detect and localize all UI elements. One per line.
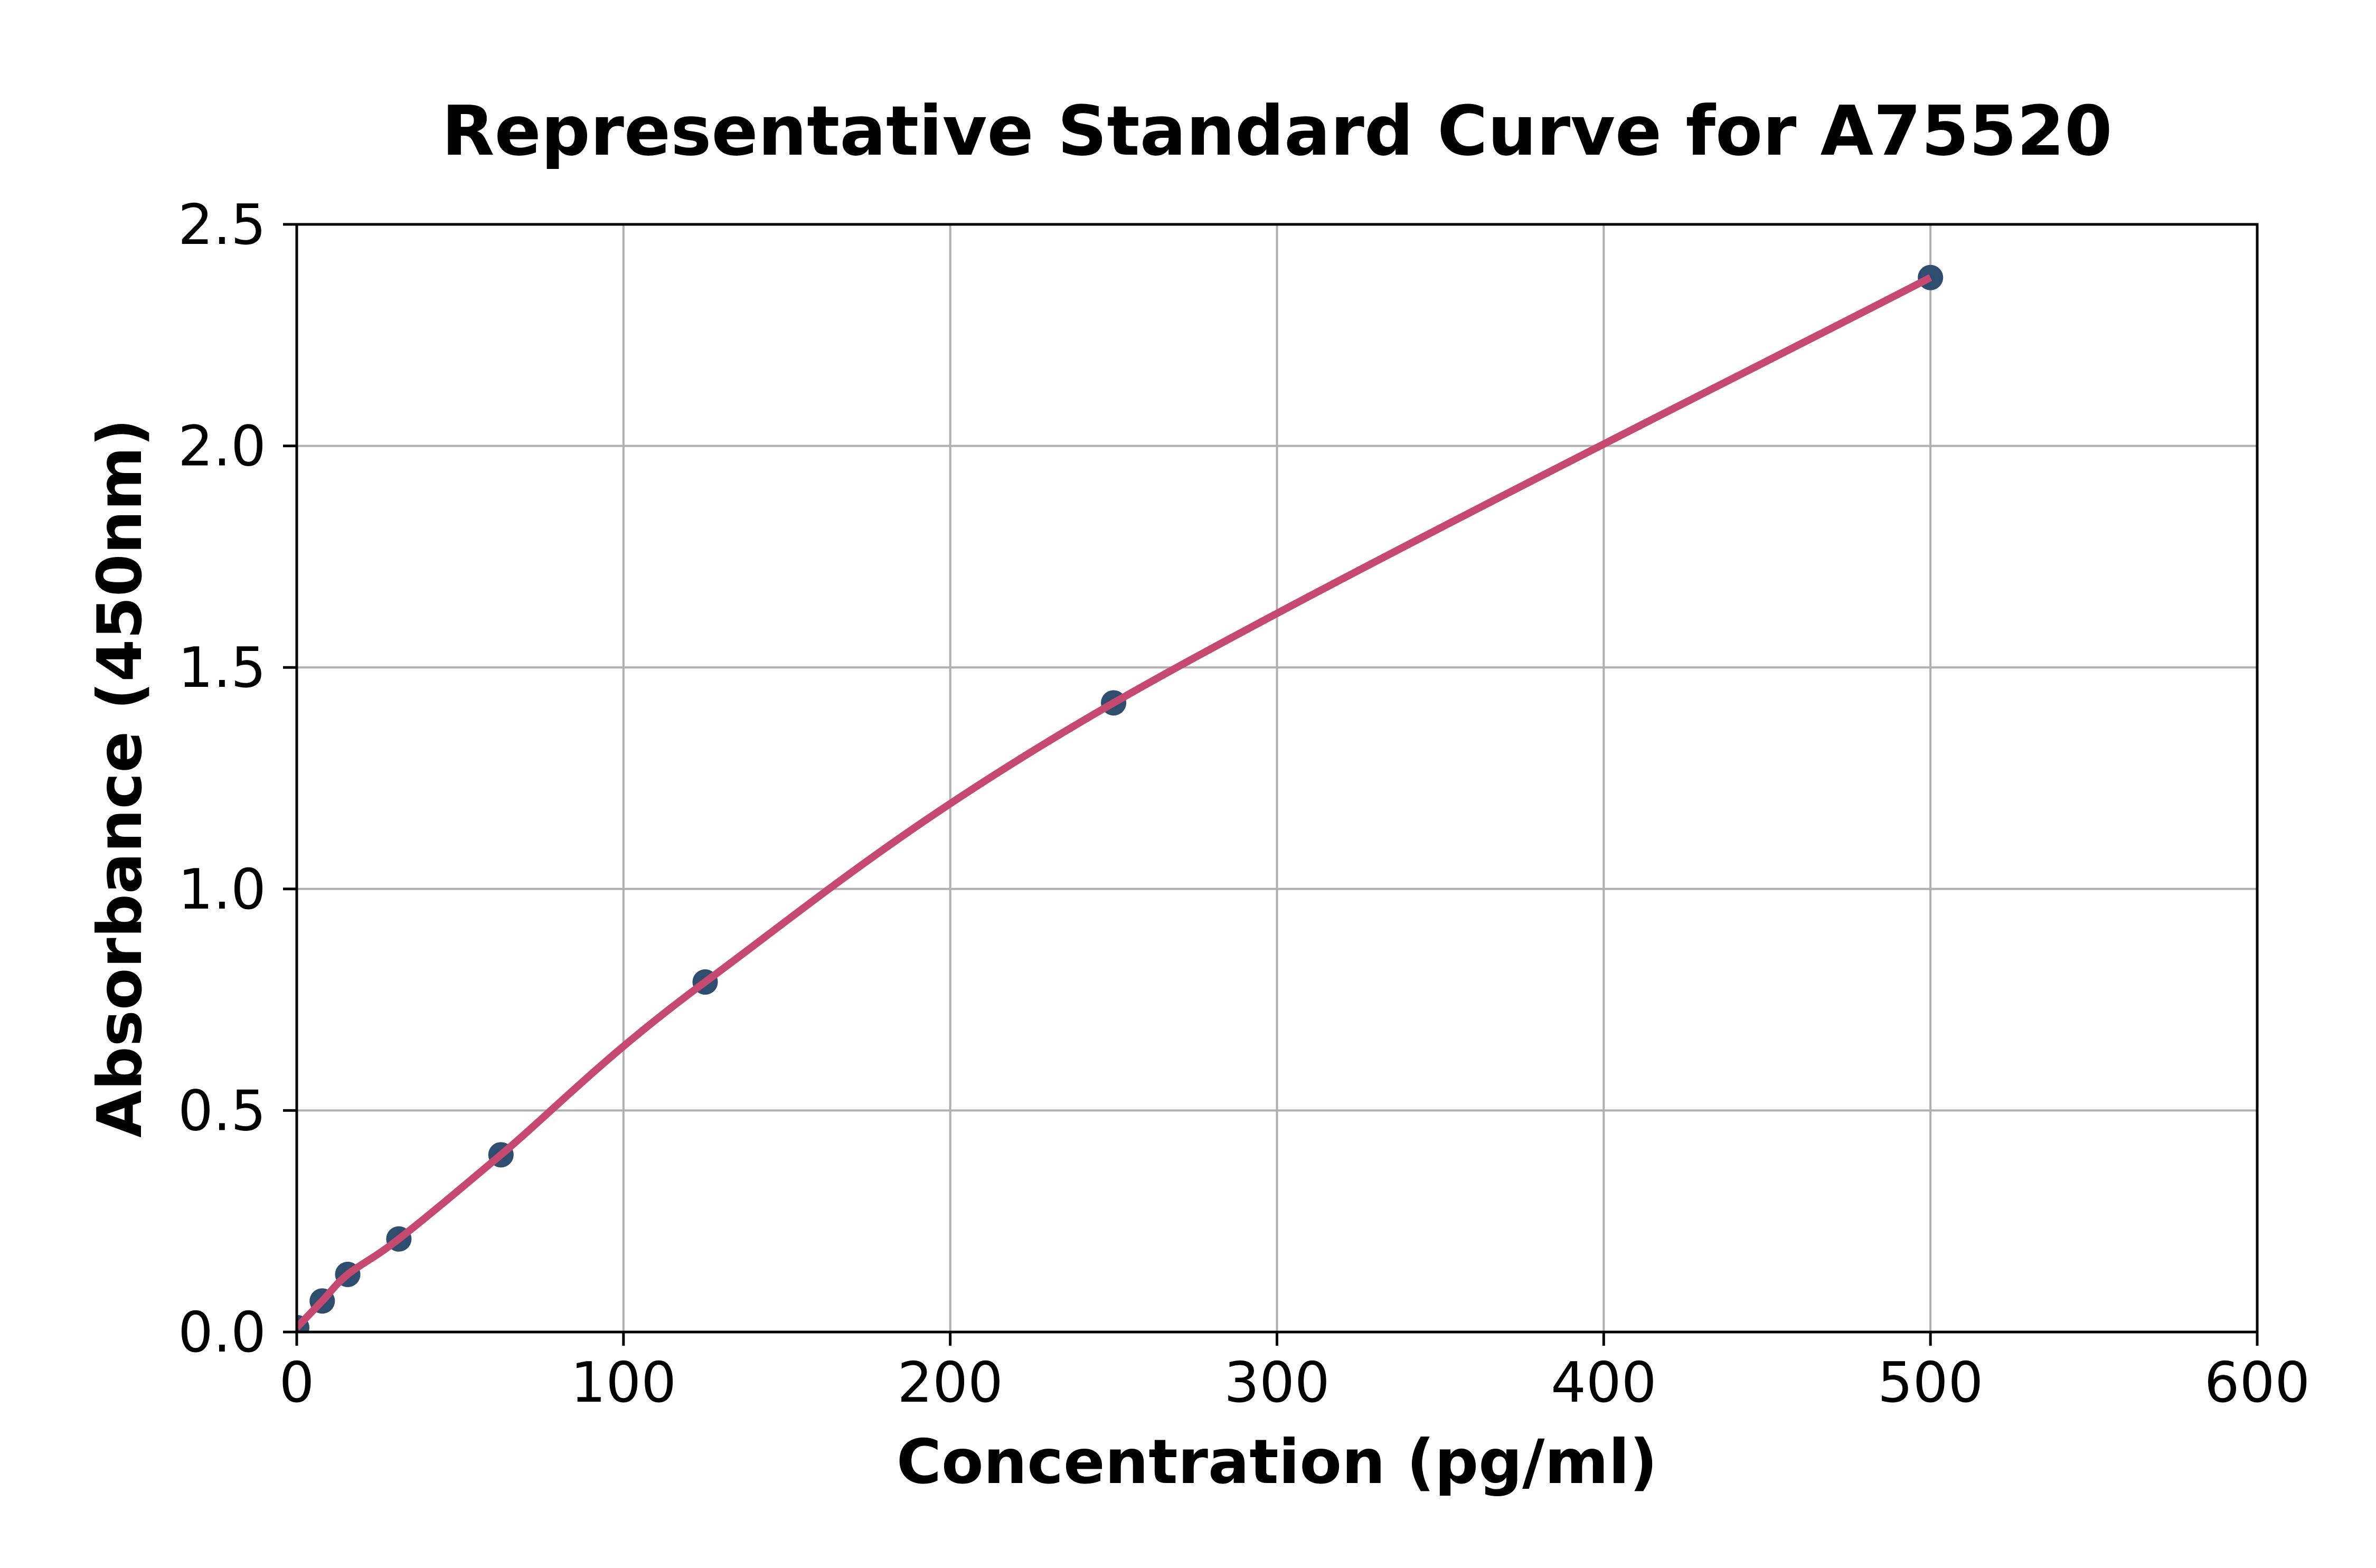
x-tick-label: 100 <box>571 1350 676 1415</box>
y-tick-label: 1.0 <box>178 857 266 922</box>
y-axis-label: Absorbance (450nm) <box>84 418 156 1138</box>
y-tick-label: 1.5 <box>178 636 266 700</box>
x-tick-label: 300 <box>1224 1350 1330 1415</box>
x-tick-label: 500 <box>1878 1350 1983 1415</box>
data-layer <box>297 265 1944 1332</box>
y-tick-label: 2.0 <box>178 414 266 479</box>
y-tick-label: 2.5 <box>178 193 266 257</box>
x-tick-label: 0 <box>279 1350 315 1415</box>
x-axis-label: Concentration (pg/ml) <box>896 1427 1658 1498</box>
x-tick-label: 600 <box>2204 1350 2310 1415</box>
x-tick-label: 400 <box>1551 1350 1656 1415</box>
data-point <box>1918 265 1944 290</box>
chart-title: Representative Standard Curve for A75520 <box>441 91 2113 171</box>
standard-curve-line <box>297 274 1932 1330</box>
x-tick-label: 200 <box>897 1350 1003 1415</box>
y-tick-label: 0.0 <box>178 1300 266 1365</box>
y-tick-label: 0.5 <box>178 1079 266 1143</box>
